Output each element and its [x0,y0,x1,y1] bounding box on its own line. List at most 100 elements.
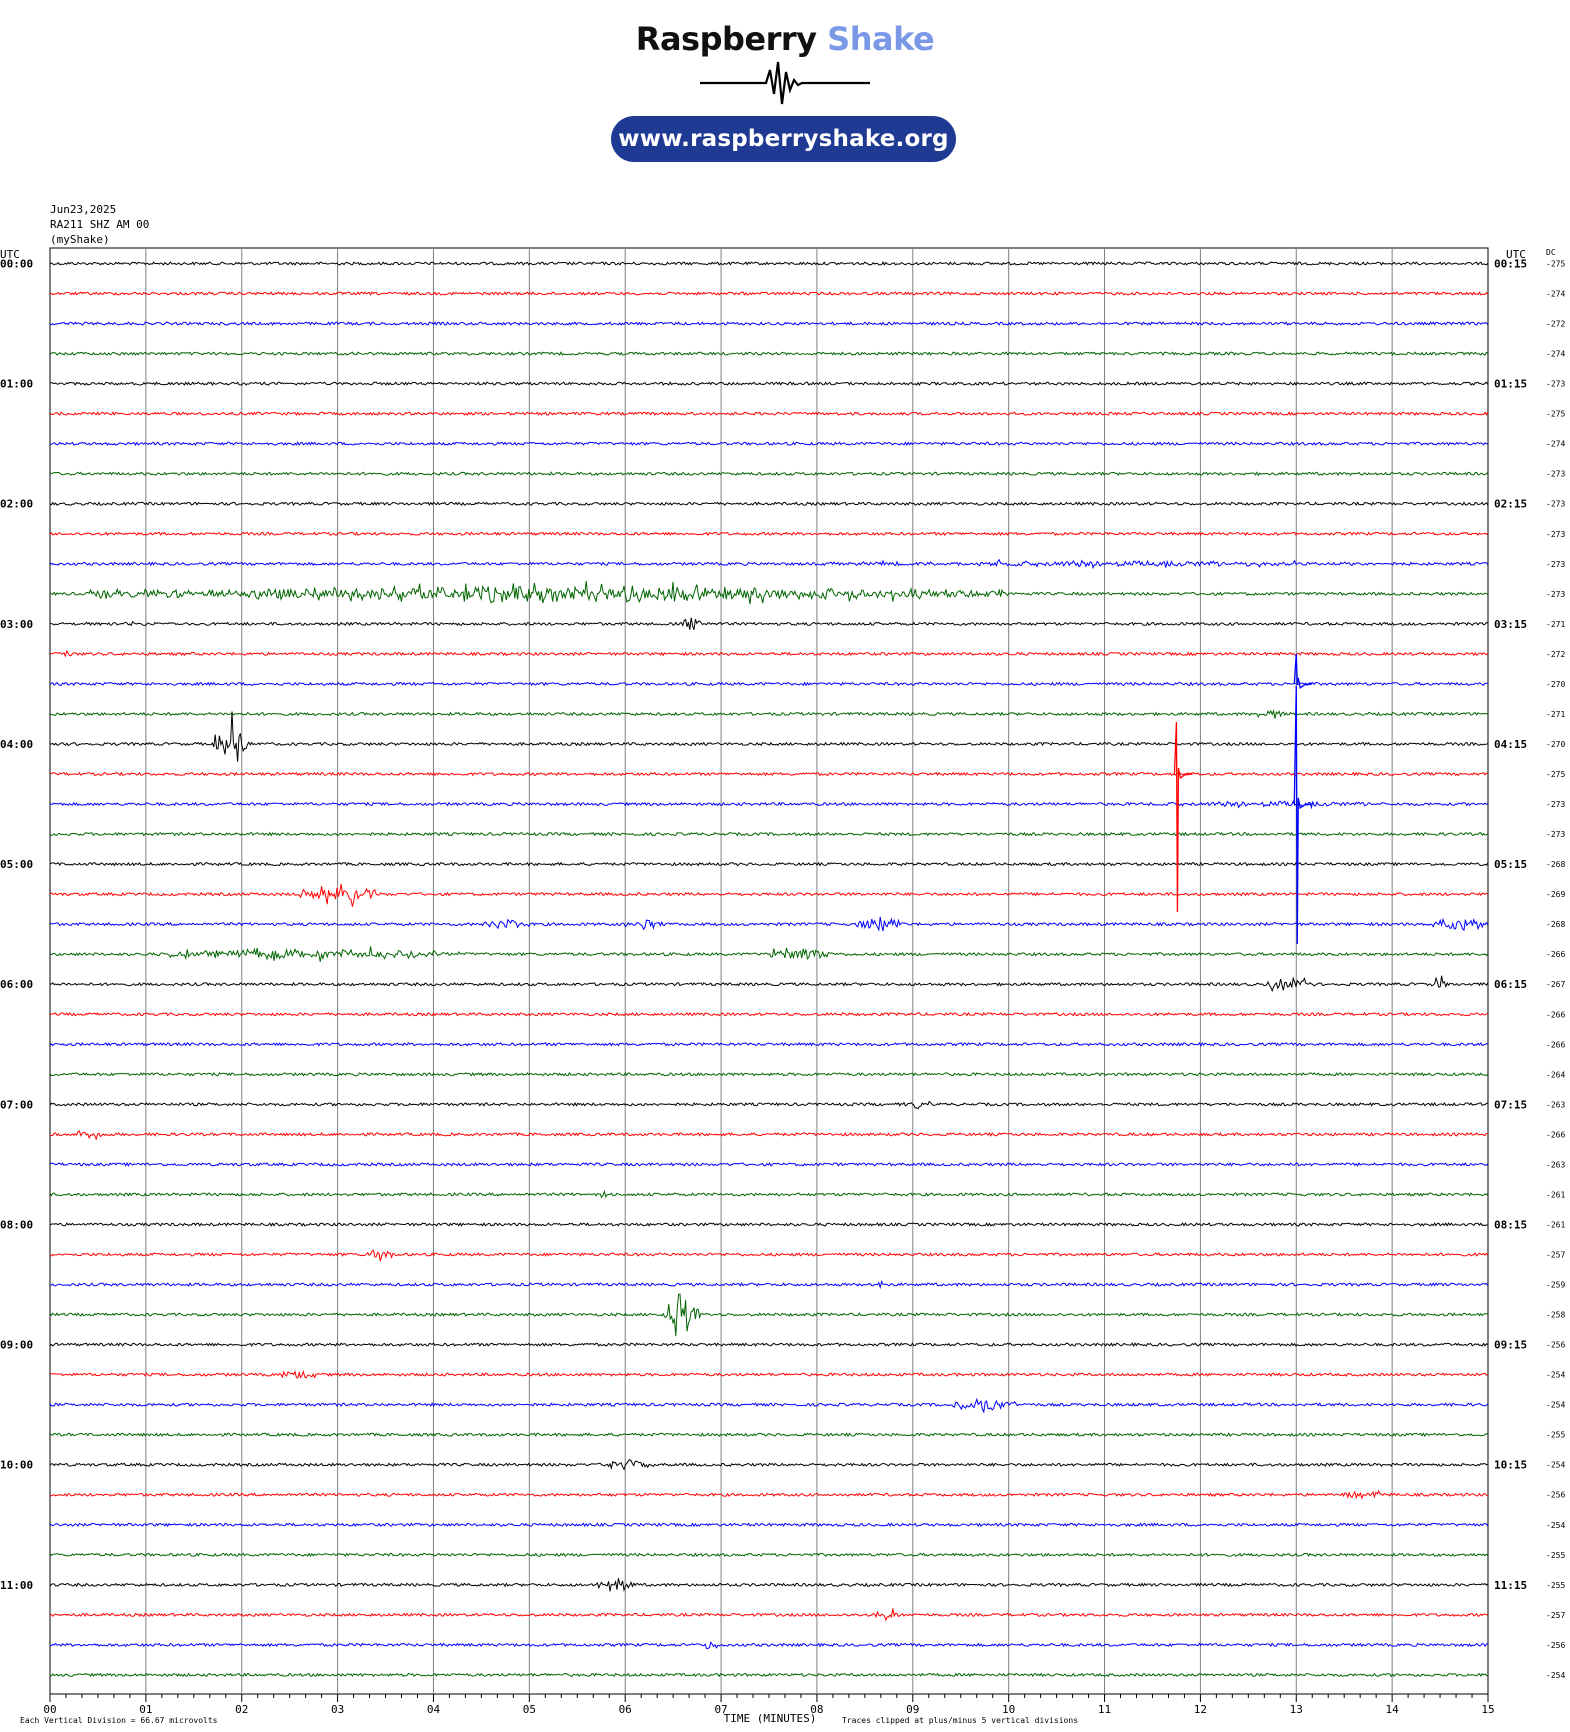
seismic-wave-icon [700,61,870,105]
trace-row [49,1249,1489,1262]
right-hour-label: 10:15 [1494,1459,1527,1472]
x-tick-label: 01 [139,1703,152,1716]
dc-offset-label: -254 [1546,1671,1565,1680]
seismic-spike [1293,653,1313,690]
brand-logo: Raspberry Shake [0,20,1570,58]
left-hour-label: 10:00 [0,1459,33,1472]
trace-row [49,771,1488,777]
seismic-spike [1173,721,1193,913]
dc-offset-label: -258 [1546,1311,1565,1320]
dc-offset-label: -266 [1546,1040,1565,1049]
dc-offset-label: -264 [1546,1070,1565,1079]
trace-row [49,1041,1488,1047]
trace-row [49,800,1488,810]
x-tick-label: 14 [1386,1703,1400,1716]
dc-offset-label: -261 [1546,1220,1565,1229]
dc-offset-label: -273 [1546,830,1565,839]
trace-row [49,1189,1489,1199]
dc-offset-label: -257 [1546,1250,1565,1259]
trace-row [49,861,1489,867]
dc-offset-label: -270 [1546,680,1565,689]
dc-offset-label: -263 [1546,1100,1565,1109]
trace-row [49,558,1489,570]
left-hour-label: 00:00 [0,258,33,271]
x-tick-label: 04 [427,1703,441,1716]
dc-offset-label: -266 [1546,1010,1565,1019]
trace-row [50,711,1488,762]
brand-name-part2: Shake [827,20,935,58]
right-hour-label: 04:15 [1494,738,1527,751]
left-hour-label: 03:00 [0,618,33,631]
trace-row [49,381,1489,387]
dc-offset-label: -273 [1546,500,1565,509]
header: Raspberry Shake www.raspberryshake.org [0,0,1570,180]
right-hour-label: 05:15 [1494,858,1527,871]
left-hour-label: 11:00 [0,1579,33,1592]
website-url-badge[interactable]: www.raspberryshake.org [611,116,956,162]
left-hour-label: 04:00 [0,738,33,751]
right-hour-label: 07:15 [1494,1098,1527,1111]
trace-row [49,1011,1489,1017]
right-hour-label: 11:15 [1494,1579,1527,1592]
trace-row [49,1162,1489,1167]
dc-offset-label: -273 [1546,560,1565,569]
x-tick-label: 08 [810,1703,823,1716]
left-hour-label: 02:00 [0,498,33,511]
dc-offset-label: -268 [1546,920,1565,929]
trace-row [49,1342,1488,1348]
trace-row [49,351,1488,356]
right-hour-label: 00:15 [1494,258,1527,271]
dc-offset-label: -268 [1546,860,1565,869]
dc-offset-label: -257 [1546,1611,1565,1620]
trace-row [49,1578,1489,1593]
right-hour-label: 09:15 [1494,1339,1527,1352]
trace-row [50,649,1489,658]
trace-row [49,1641,1488,1650]
trace-row [49,975,1489,993]
dc-offset-label: -254 [1546,1461,1565,1470]
left-hour-label: 08:00 [0,1218,33,1231]
x-tick-label: 15 [1481,1703,1494,1716]
dc-offset-label: -271 [1546,710,1565,719]
trace-row [49,1552,1489,1558]
left-hour-label: 07:00 [0,1098,33,1111]
trace-row [49,531,1489,537]
dc-offset-label: -261 [1546,1190,1565,1199]
x-tick-label: 02 [235,1703,248,1716]
x-tick-label: 07 [714,1703,727,1716]
network-name: (myShake) [50,233,110,246]
trace-row [49,1672,1488,1678]
x-tick-label: 13 [1290,1703,1303,1716]
left-axis-title: UTC [0,248,20,261]
seismic-spike [1293,686,1313,945]
dc-offset-label: -254 [1546,1521,1565,1530]
dc-offset-label: -275 [1546,770,1565,779]
dc-offset-label: -256 [1546,1641,1565,1650]
dc-offset-label: -263 [1546,1160,1565,1169]
trace-row [49,261,1489,266]
trace-row [49,681,1488,687]
x-axis-label: TIME (MINUTES) [724,1712,817,1725]
left-hour-label: 01:00 [0,378,33,391]
dc-offset-label: -272 [1546,650,1565,659]
trace-row [49,1522,1489,1528]
x-tick-label: 05 [523,1703,536,1716]
trace-row [49,1130,1488,1141]
x-tick-label: 06 [619,1703,632,1716]
trace-row [49,1293,1488,1337]
dc-offset-label: -272 [1546,320,1565,329]
trace-row [49,1280,1489,1290]
dc-offset-label: -275 [1546,410,1565,419]
trace-row [49,1100,1488,1110]
trace-row [49,1458,1488,1471]
dc-offset-label: -256 [1546,1341,1565,1350]
trace-row [49,1071,1489,1077]
dc-offset-label: -266 [1546,950,1565,959]
dc-offset-label: -266 [1546,1130,1565,1139]
trace-row [49,946,1489,962]
trace-row [49,501,1489,507]
dc-offset-label: -273 [1546,530,1565,539]
trace-row [49,1397,1489,1414]
dc-offset-label: -273 [1546,800,1565,809]
